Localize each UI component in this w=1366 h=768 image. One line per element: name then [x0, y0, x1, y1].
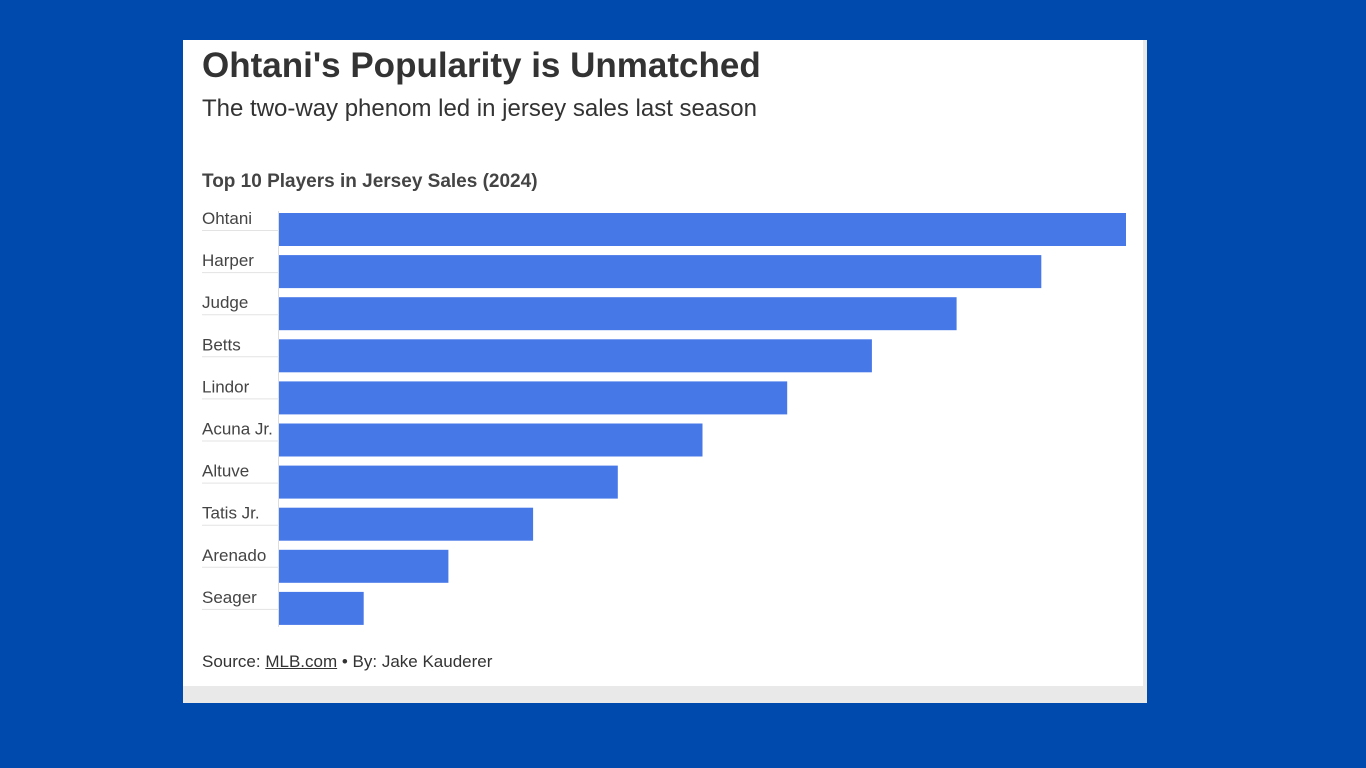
page-title: Ohtani's Popularity is Unmatched [202, 46, 761, 85]
bar [279, 339, 872, 373]
footer-separator: • [341, 652, 348, 671]
bar [279, 297, 957, 331]
category-label: Judge [202, 293, 248, 312]
chart-title: Top 10 Players in Jersey Sales (2024) [202, 171, 538, 192]
bar [279, 213, 1126, 246]
byline: By: Jake Kauderer [352, 652, 493, 671]
bar [279, 465, 618, 499]
category-label: Arenado [202, 546, 266, 565]
bar-chart: Ohtani Harper Judge Betts Lindor Acuna Jr. Alt… [202, 209, 1126, 627]
bar [279, 591, 364, 625]
bar [279, 507, 534, 541]
source-label: Source: [202, 652, 261, 671]
bar [279, 423, 703, 457]
category-label: Altuve [202, 462, 249, 481]
category-label: Acuna Jr. [202, 420, 273, 439]
category-label: Lindor [202, 377, 250, 396]
category-label: Tatis Jr. [202, 504, 260, 523]
page-subtitle: The two-way phenom led in jersey sales l… [202, 95, 757, 122]
bar [279, 381, 788, 415]
chart-card: Ohtani's Popularity is Unmatched The two… [183, 40, 1143, 686]
source-link[interactable]: MLB.com [265, 652, 338, 671]
bar [279, 255, 1042, 289]
category-label: Harper [202, 251, 254, 270]
footer: Source: MLB.com • By: Jake Kauderer [202, 652, 492, 672]
category-label: Ohtani [202, 209, 252, 228]
category-label: Seager [202, 588, 257, 607]
category-label: Betts [202, 335, 241, 354]
bar [279, 549, 449, 583]
